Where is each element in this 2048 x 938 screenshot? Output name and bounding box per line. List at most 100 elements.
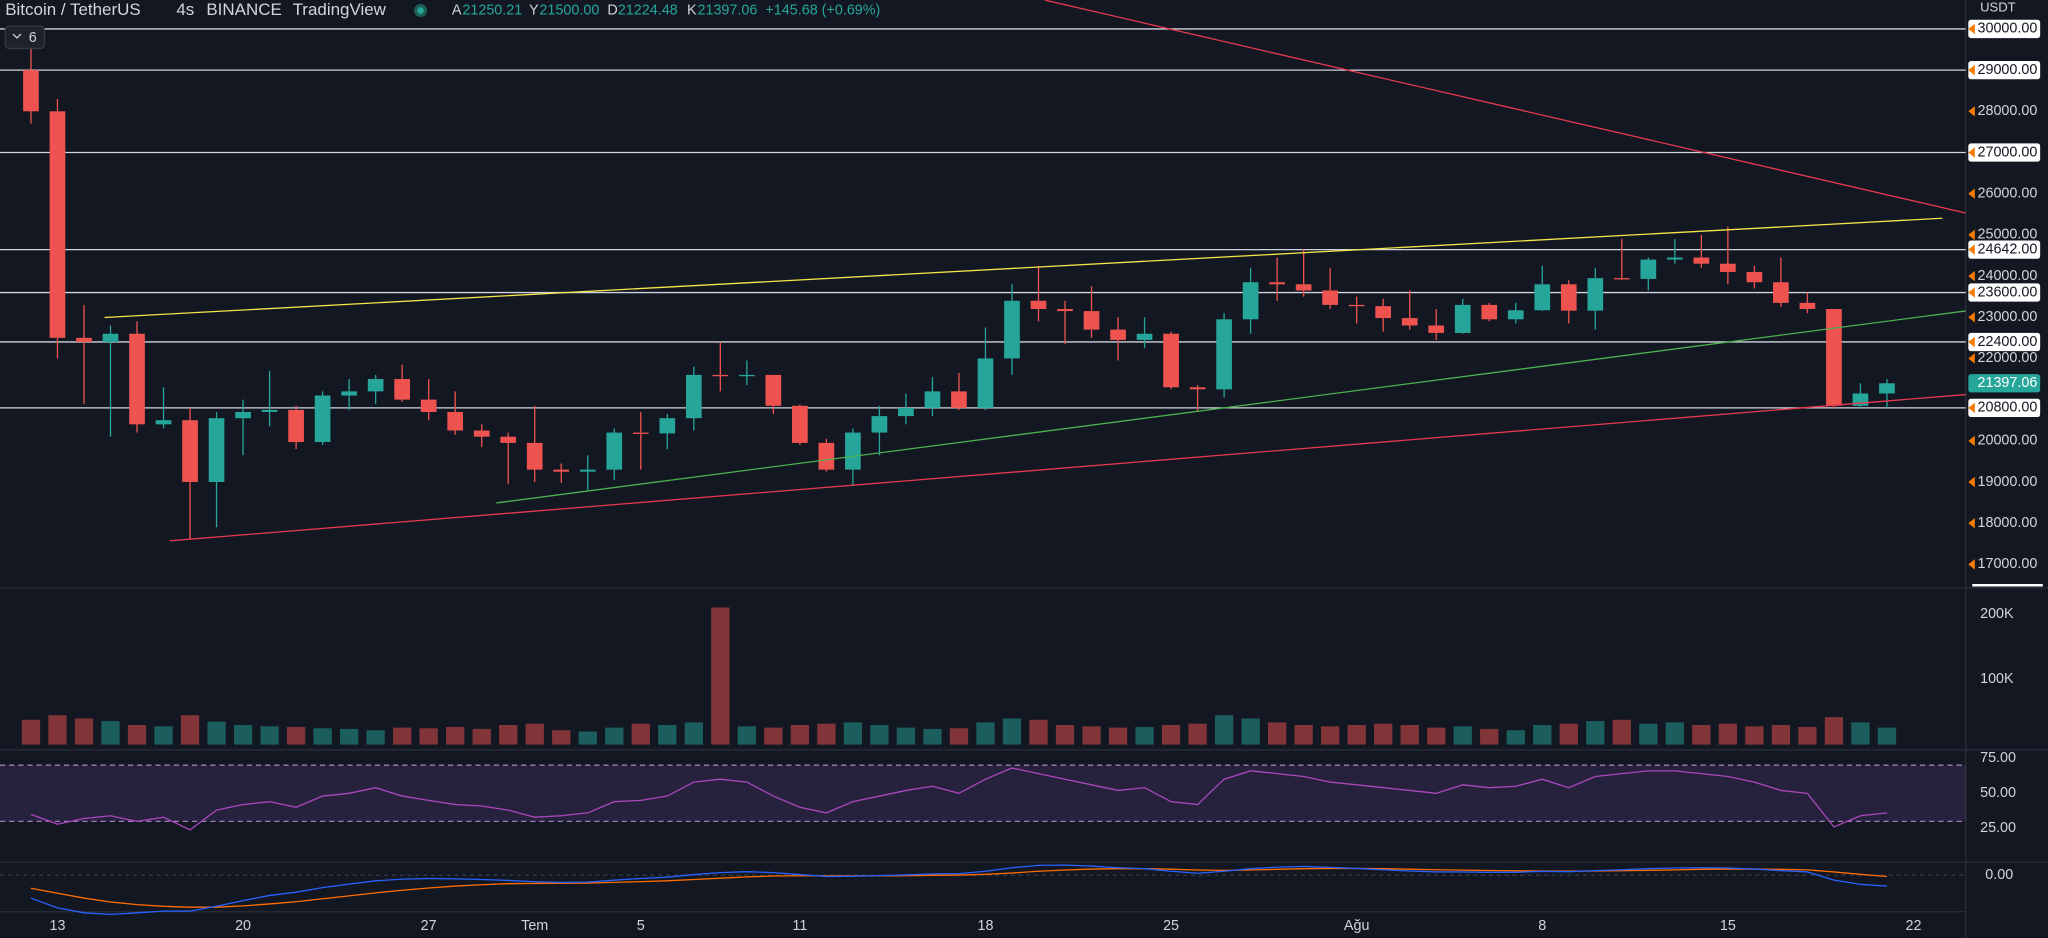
volume-bar <box>1108 727 1128 745</box>
volume-bar <box>658 725 677 745</box>
volume-bar <box>1533 725 1552 745</box>
currency[interactable]: USDT <box>1980 0 2016 14</box>
volume-bar <box>101 721 120 745</box>
indicator-count: 6 <box>29 30 37 46</box>
rsi-tick-label: 50.00 <box>1980 785 2016 801</box>
chevron <box>12 33 22 39</box>
exchange: BINANCE <box>206 0 281 19</box>
rsi-tick-label: 25.00 <box>1980 820 2016 836</box>
candle-body <box>1375 306 1392 319</box>
alert-marker <box>1968 270 1975 282</box>
candle-body <box>924 391 941 408</box>
level-label: 27000.00 <box>1977 144 2037 160</box>
candle-body <box>500 436 517 443</box>
candle-body <box>1613 278 1630 280</box>
candle-body <box>1348 304 1365 307</box>
level-label: 20800.00 <box>1977 400 2037 416</box>
volume-bar <box>1214 715 1234 745</box>
candle-body <box>208 418 225 483</box>
x-tick-label: 13 <box>49 918 65 934</box>
volume-bar <box>446 726 465 745</box>
status-dot <box>417 7 424 14</box>
y-tick-label: 28000.00 <box>1977 103 2037 119</box>
volume-bar <box>499 725 518 745</box>
volume-bar <box>1188 723 1207 745</box>
volume-bar <box>1241 718 1260 745</box>
y-tick-label: 25000.00 <box>1977 227 2037 243</box>
y-tick-label: 22000.00 <box>1977 350 2037 366</box>
level-label: 29000.00 <box>1977 62 2037 78</box>
volume-bar <box>1135 726 1154 745</box>
candle-body <box>1057 309 1073 312</box>
alert-marker <box>1968 64 1975 76</box>
y-tick-label: 20000.00 <box>1977 433 2037 449</box>
candle-body <box>1401 318 1418 326</box>
alert-marker <box>1968 435 1975 447</box>
trend-line <box>169 393 1966 542</box>
y-tick-label: 19000.00 <box>1977 474 2037 490</box>
volume-bar <box>1029 719 1048 745</box>
volume-bar <box>1374 723 1393 745</box>
volume-bar <box>1745 726 1764 745</box>
alert-marker <box>1968 23 1975 35</box>
trend-line <box>104 217 1943 319</box>
alert-marker <box>1968 517 1975 529</box>
rsi-line <box>30 767 1888 831</box>
volume-bar <box>764 727 783 745</box>
volume-tick-label: 200K <box>1980 606 2014 622</box>
candle-body <box>1693 257 1710 264</box>
level-label: 30000.00 <box>1977 21 2037 37</box>
level-label-box <box>1968 283 2041 302</box>
candle-body <box>1720 263 1736 272</box>
x-tick-label: 15 <box>1720 918 1736 934</box>
rsi-band <box>0 765 1966 822</box>
ohlc-value: 21250.21 <box>462 2 522 18</box>
volume-bar <box>1824 717 1844 745</box>
candle-body <box>1083 311 1100 330</box>
candle-body <box>261 409 278 412</box>
alert-marker <box>1968 244 1975 255</box>
price-change: +145.68 (+0.69%) <box>765 2 880 18</box>
volume-bar <box>1002 718 1022 745</box>
candle-body <box>1216 319 1232 390</box>
volume-bar <box>207 721 226 745</box>
candle-body <box>818 442 835 470</box>
volume-bar <box>366 730 385 745</box>
candle-body <box>977 358 994 408</box>
volume-bar <box>578 731 597 745</box>
volume-bar <box>1798 726 1817 745</box>
level-label-box <box>1968 398 2041 418</box>
candle-body <box>49 111 66 338</box>
x-tick-label: Ağu <box>1344 918 1370 934</box>
x-tick-label: 22 <box>1905 918 1921 934</box>
candle-body <box>341 391 357 396</box>
ohlc-key: Y <box>529 2 539 18</box>
alert-marker <box>1968 147 1975 158</box>
candle-body <box>765 374 782 406</box>
volume-bar <box>1347 725 1366 745</box>
alert-marker <box>1968 353 1975 364</box>
symbol: Bitcoin / TetherUS <box>5 0 141 19</box>
volume-bar <box>154 726 173 745</box>
indicator-toggle[interactable] <box>4 25 46 50</box>
trend-line <box>496 310 1966 504</box>
volume-bar <box>1612 719 1631 745</box>
candle-body <box>1667 257 1683 260</box>
volume-bar <box>1400 725 1419 745</box>
alert-marker <box>1968 559 1975 570</box>
candle-body <box>129 333 145 425</box>
y-tick-label: 26000.00 <box>1977 185 2037 201</box>
ohlc-key: D <box>607 2 617 18</box>
volume-bar <box>1559 723 1578 745</box>
volume-bar <box>1665 722 1684 745</box>
candle-body <box>1242 282 1259 320</box>
level-label: 22400.00 <box>1977 334 2037 350</box>
candle-body <box>1507 310 1524 320</box>
volume-bar <box>949 728 969 745</box>
candle-body <box>553 469 570 472</box>
volume-bar <box>419 728 438 745</box>
candle-body <box>155 420 172 425</box>
x-tick-label: 5 <box>637 918 645 934</box>
candle-body <box>394 379 410 400</box>
